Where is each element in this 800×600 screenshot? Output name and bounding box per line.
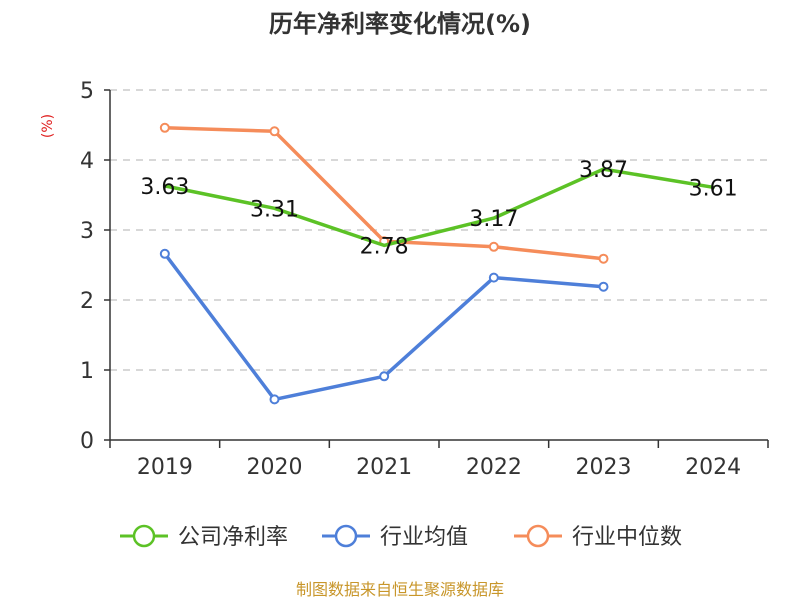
- data-label-2024: 3.61: [689, 176, 738, 201]
- legend[interactable]: 公司净利率 行业均值 行业中位数: [120, 524, 682, 550]
- series-1-point-2021: [379, 371, 390, 382]
- series-1-point-2019: [159, 248, 170, 259]
- chart-title: 历年净利率变化情况(%): [269, 10, 531, 38]
- x-tick-label-2022: 2022: [466, 455, 522, 480]
- x-tick-label-2021: 2021: [356, 455, 412, 480]
- x-tick-label-2024: 2024: [685, 455, 741, 480]
- series-2-point-2020: [269, 126, 280, 137]
- series-lines: [159, 122, 715, 405]
- data-label-2020: 3.31: [250, 197, 299, 222]
- y-tick-label: 5: [80, 79, 94, 104]
- series-line-0: [163, 167, 715, 248]
- series-1-point-2023: [598, 281, 609, 292]
- legend-marker-icon: [334, 524, 358, 548]
- y-tick-label: 2: [80, 289, 94, 314]
- series-2-point-2023: [598, 253, 609, 264]
- data-label-2019: 3.63: [140, 175, 189, 200]
- x-tick-label-2020: 2020: [247, 455, 303, 480]
- x-tick-label-2023: 2023: [576, 455, 632, 480]
- legend-item-0[interactable]: 公司净利率: [120, 524, 288, 550]
- legend-marker-icon: [132, 524, 156, 548]
- series-1-point-2022: [488, 272, 499, 283]
- series-2-point-2019: [159, 122, 170, 133]
- series-2-point-2022: [488, 241, 499, 252]
- data-labels: 3.63 3.31 2.78 3.17 3.87 3.61: [140, 158, 737, 259]
- y-tick-label: 4: [80, 149, 94, 174]
- legend-item-1[interactable]: 行业均值: [322, 524, 468, 550]
- y-tick-label: 3: [80, 219, 94, 244]
- y-tick-label: 0: [80, 429, 94, 454]
- legend-label: 公司净利率: [178, 525, 288, 550]
- data-label-2021: 2.78: [360, 234, 409, 259]
- y-tick-label: 1: [80, 359, 94, 384]
- source-footer: 制图数据来自恒生聚源数据库: [296, 580, 504, 599]
- y-axis-label: (%): [40, 114, 56, 138]
- data-label-2023: 3.87: [579, 158, 628, 183]
- data-label-2022: 3.17: [469, 207, 518, 232]
- legend-item-2[interactable]: 行业中位数: [514, 524, 682, 550]
- axes: 0 1 2 3 4 5 2019 2020 2021 2022 2023 2024: [80, 79, 769, 480]
- series-1-point-2020: [269, 394, 280, 405]
- legend-label: 行业均值: [380, 525, 468, 550]
- legend-label: 行业中位数: [572, 525, 682, 550]
- legend-marker-icon: [526, 524, 550, 548]
- x-tick-label-2019: 2019: [137, 455, 193, 480]
